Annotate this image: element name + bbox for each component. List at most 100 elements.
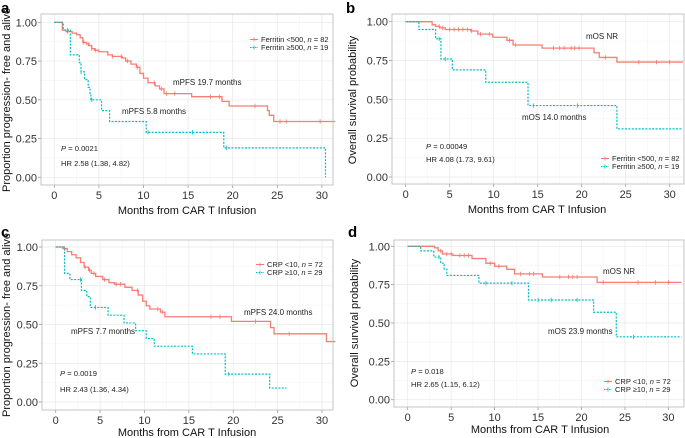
median-label-low-group: mOS NR <box>603 267 635 276</box>
median-label-low-group: mPFS 24.0 months <box>244 308 312 317</box>
median-label-high-group: mOS 14.0 months <box>522 113 586 122</box>
median-label-high-group: mOS 23.9 months <box>548 327 612 336</box>
x-tick-label: 30 <box>664 189 676 201</box>
x-tick-label: 15 <box>532 189 544 201</box>
p-symbol: P <box>61 144 67 153</box>
median-label-high-group: mPFS 7.7 months <box>71 327 135 336</box>
x-tick-label: 0 <box>403 189 409 201</box>
survival-curve <box>55 246 287 389</box>
legend-n-value: = 19 <box>311 43 328 52</box>
y-tick-label: 0.50 <box>367 94 388 106</box>
plot-border <box>391 13 685 185</box>
y-tick-label: 0.00 <box>17 397 38 409</box>
survival-curve <box>54 21 336 123</box>
y-tick-label: 0.25 <box>367 133 388 145</box>
p-value-label: P = 0.018 <box>411 367 444 376</box>
y-tick-label: 1.00 <box>369 241 390 253</box>
survival-curve <box>54 21 327 178</box>
x-axis-title: Months from CAR T Infusion <box>118 427 256 438</box>
legend-group: Ferritin ≥500, <box>612 162 658 171</box>
y-tick-label: 0.00 <box>367 172 388 184</box>
series-high <box>54 21 327 178</box>
hazard-ratio-label: HR 2.65 (1.15, 6.12) <box>411 380 480 389</box>
x-tick-label: 0 <box>51 190 57 202</box>
legend-group: CRP <10, <box>267 260 302 269</box>
legend-n-symbol: n <box>307 35 311 44</box>
plot-border <box>41 239 334 411</box>
panel-label: a <box>1 0 10 17</box>
series-high <box>405 21 683 130</box>
legend-group: CRP ≥10, <box>615 385 649 394</box>
y-tick-label: 0.75 <box>369 280 390 292</box>
hazard-ratio-label: HR 4.08 (1.73, 9.61) <box>426 155 495 164</box>
legend-entry: Ferritin <500, n = 82 <box>250 35 329 44</box>
survival-curve <box>405 21 683 63</box>
p-value-label: P = 0.0019 <box>60 369 97 378</box>
x-tick-label: 30 <box>316 190 328 202</box>
median-label-low-group: mPFS 19.7 months <box>173 78 241 87</box>
legend-n-symbol: n <box>301 268 305 277</box>
legend-label: CRP <10, n = 72 <box>615 377 671 386</box>
legend-group: CRP <10, <box>615 377 650 386</box>
y-tick-label: 0.25 <box>369 356 390 368</box>
x-tick-label: 15 <box>182 190 194 202</box>
legend-entry: CRP <10, n = 72 <box>604 377 671 386</box>
x-tick-label: 30 <box>662 412 674 424</box>
legend-n-symbol: n <box>658 162 662 171</box>
legend-n-symbol: n <box>658 154 662 163</box>
p-value: = 0.00049 <box>431 142 467 151</box>
x-tick-label: 10 <box>488 412 500 424</box>
x-axis-title: Months from CAR T Infusion <box>471 424 609 436</box>
legend-entry: Ferritin <500, n = 82 <box>601 154 680 163</box>
p-symbol: P <box>411 367 417 376</box>
grid <box>41 14 333 185</box>
legend-n-value: = 72 <box>306 260 323 269</box>
y-tick-label: 0.75 <box>17 281 38 293</box>
legend-n-symbol: n <box>649 385 653 394</box>
legend-n-symbol: n <box>650 377 654 386</box>
x-tick-label: 20 <box>227 190 239 202</box>
p-symbol: P <box>426 142 432 151</box>
panel-a: 0 5 10 15 20 25 30 0.00 0.25 0.50 0.75 1.00 Months f… <box>1 0 336 217</box>
legend-n-symbol: n <box>302 260 306 269</box>
legend-entry: Ferritin ≥500, n = 19 <box>250 43 328 52</box>
legend-n-value: = 82 <box>312 35 329 44</box>
legend-n-value: = 29 <box>654 385 671 394</box>
plot-area <box>394 240 684 407</box>
p-value: = 0.018 <box>416 367 444 376</box>
y-tick-label: 1.00 <box>367 17 388 29</box>
survival-curve <box>55 246 336 343</box>
p-value: = 0.0019 <box>65 369 97 378</box>
legend-entry: Ferritin ≥500, n = 19 <box>601 162 679 171</box>
legend-entry: CRP <10, n = 72 <box>256 260 323 269</box>
legend-n-value: = 29 <box>306 268 323 277</box>
panel-b: 0 5 10 15 20 25 30 0.00 0.25 0.50 0.75 1.00 Months f… <box>346 0 685 216</box>
grid <box>394 240 684 407</box>
legend-n-value: = 72 <box>654 377 671 386</box>
y-tick-label: 0.50 <box>369 318 390 330</box>
x-tick-label: 25 <box>272 415 284 427</box>
plot-area <box>42 240 333 410</box>
median-label-high-group: mPFS 5.8 months <box>122 107 186 116</box>
y-tick-label: 0.50 <box>16 95 37 107</box>
panel-label: d <box>348 224 357 241</box>
hazard-ratio-label: HR 2.43 (1.36, 4.34) <box>60 385 129 394</box>
legend-group: Ferritin ≥500, <box>261 43 307 52</box>
x-tick-label: 15 <box>183 415 195 427</box>
legend-label: Ferritin ≥500, n = 19 <box>612 162 679 171</box>
p-value: = 0.0021 <box>66 144 98 153</box>
panel-label: c <box>1 224 9 241</box>
legend-label: Ferritin <500, n = 82 <box>261 35 329 44</box>
y-tick-label: 0.25 <box>17 358 38 370</box>
y-tick-label: 1.00 <box>16 17 37 29</box>
y-tick-label: 0.75 <box>367 56 388 68</box>
legend-group: Ferritin <500, <box>261 35 307 44</box>
x-tick-label: 10 <box>137 190 149 202</box>
legend-label: Ferritin <500, n = 82 <box>612 154 680 163</box>
x-tick-label: 20 <box>576 189 588 201</box>
panel-label: b <box>346 0 355 17</box>
legend-n-symbol: n <box>307 43 311 52</box>
plot-border <box>40 13 334 186</box>
x-tick-label: 15 <box>532 412 544 424</box>
